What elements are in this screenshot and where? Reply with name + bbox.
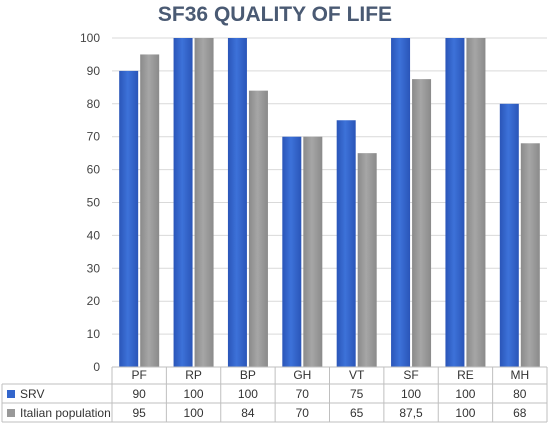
data-label: 65 <box>350 406 364 420</box>
bar-italian-population-bp <box>248 90 268 367</box>
data-table: PF RP BP GH VT SF RE MH SRV 90 100 100 70 75 100 100 80 I… <box>1 366 548 423</box>
bar-srv-gh <box>282 136 302 367</box>
category-label: BP <box>240 368 256 382</box>
bar-srv-mh <box>499 103 519 368</box>
data-label: 100 <box>184 387 204 401</box>
data-label: 100 <box>401 387 421 401</box>
bar-srv-bp <box>227 38 247 367</box>
bar-italian-population-rp <box>194 38 214 367</box>
data-label: 100 <box>238 387 258 401</box>
y-tick-label: 20 <box>87 294 101 308</box>
bar-srv-sf <box>391 38 411 367</box>
bar-italian-population-gh <box>303 136 323 367</box>
legend-label: SRV <box>20 387 44 401</box>
y-tick-label: 30 <box>87 261 101 275</box>
y-axis-ticks: 0 10 20 30 40 50 60 70 80 90 100 <box>80 31 100 374</box>
category-label: GH <box>293 368 311 382</box>
data-label: 100 <box>455 406 475 420</box>
bar-italian-population-pf <box>140 54 160 367</box>
bars <box>119 38 540 368</box>
category-label: SF <box>403 368 418 382</box>
category-label: RE <box>457 368 474 382</box>
bar-srv-vt <box>336 120 356 367</box>
category-label: RP <box>185 368 202 382</box>
y-tick-label: 70 <box>87 130 101 144</box>
bar-srv-pf <box>119 70 139 368</box>
legend-key-srv <box>7 390 15 398</box>
bar-italian-population-vt <box>357 153 377 367</box>
category-label: MH <box>510 368 529 382</box>
y-tick-label: 60 <box>87 163 101 177</box>
data-label: 100 <box>455 387 475 401</box>
y-tick-label: 100 <box>80 31 100 45</box>
bar-italian-population-sf <box>412 79 432 367</box>
data-label: 84 <box>241 406 255 420</box>
data-label: 80 <box>513 387 527 401</box>
y-tick-label: 0 <box>93 360 100 374</box>
data-label: 68 <box>513 406 527 420</box>
data-label: 70 <box>296 406 310 420</box>
category-label: PF <box>132 368 147 382</box>
data-label: 70 <box>296 387 310 401</box>
data-label: 100 <box>184 406 204 420</box>
data-label: 95 <box>133 406 147 420</box>
data-label: 90 <box>133 387 147 401</box>
bar-italian-population-mh <box>520 143 540 367</box>
y-tick-label: 50 <box>87 196 101 210</box>
legend-key-italian-population <box>7 409 15 417</box>
data-label: 75 <box>350 387 364 401</box>
chart-title: SF36 QUALITY OF LIFE <box>158 3 392 26</box>
y-tick-label: 80 <box>87 97 101 111</box>
bar-srv-rp <box>173 38 193 367</box>
legend-label: Italian population <box>20 406 111 420</box>
bar-italian-population-re <box>466 38 486 367</box>
y-tick-label: 10 <box>87 327 101 341</box>
bar-srv-re <box>445 38 465 367</box>
y-tick-label: 40 <box>87 228 101 242</box>
data-label: 87,5 <box>399 406 423 420</box>
y-tick-label: 90 <box>87 64 101 78</box>
category-label: VT <box>349 368 365 382</box>
